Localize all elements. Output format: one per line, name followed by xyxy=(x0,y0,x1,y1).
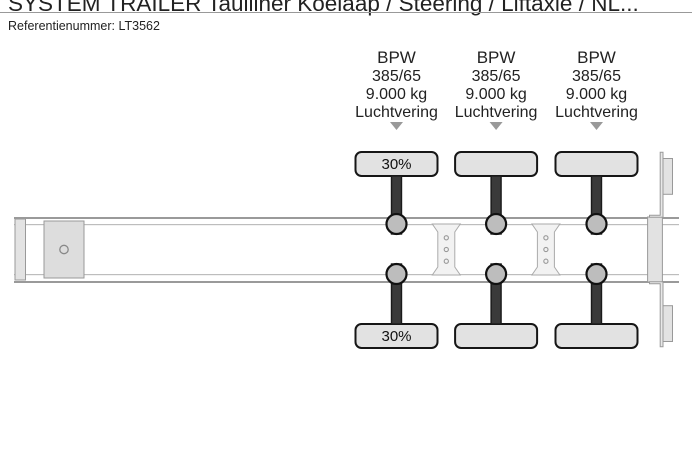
svg-text:30%: 30% xyxy=(381,156,411,173)
svg-text:BPW: BPW xyxy=(577,48,616,67)
svg-text:Luchtvering: Luchtvering xyxy=(555,104,638,121)
svg-text:9.000 kg: 9.000 kg xyxy=(566,86,627,103)
svg-text:385/65: 385/65 xyxy=(372,68,421,85)
svg-text:385/65: 385/65 xyxy=(572,68,621,85)
svg-text:BPW: BPW xyxy=(477,48,516,67)
svg-text:9.000 kg: 9.000 kg xyxy=(465,86,526,103)
svg-text:Luchtvering: Luchtvering xyxy=(455,104,538,121)
svg-text:BPW: BPW xyxy=(377,48,416,67)
svg-text:385/65: 385/65 xyxy=(472,68,521,85)
svg-text:Luchtvering: Luchtvering xyxy=(355,104,438,121)
svg-text:9.000 kg: 9.000 kg xyxy=(366,86,427,103)
svg-text:30%: 30% xyxy=(381,328,411,345)
